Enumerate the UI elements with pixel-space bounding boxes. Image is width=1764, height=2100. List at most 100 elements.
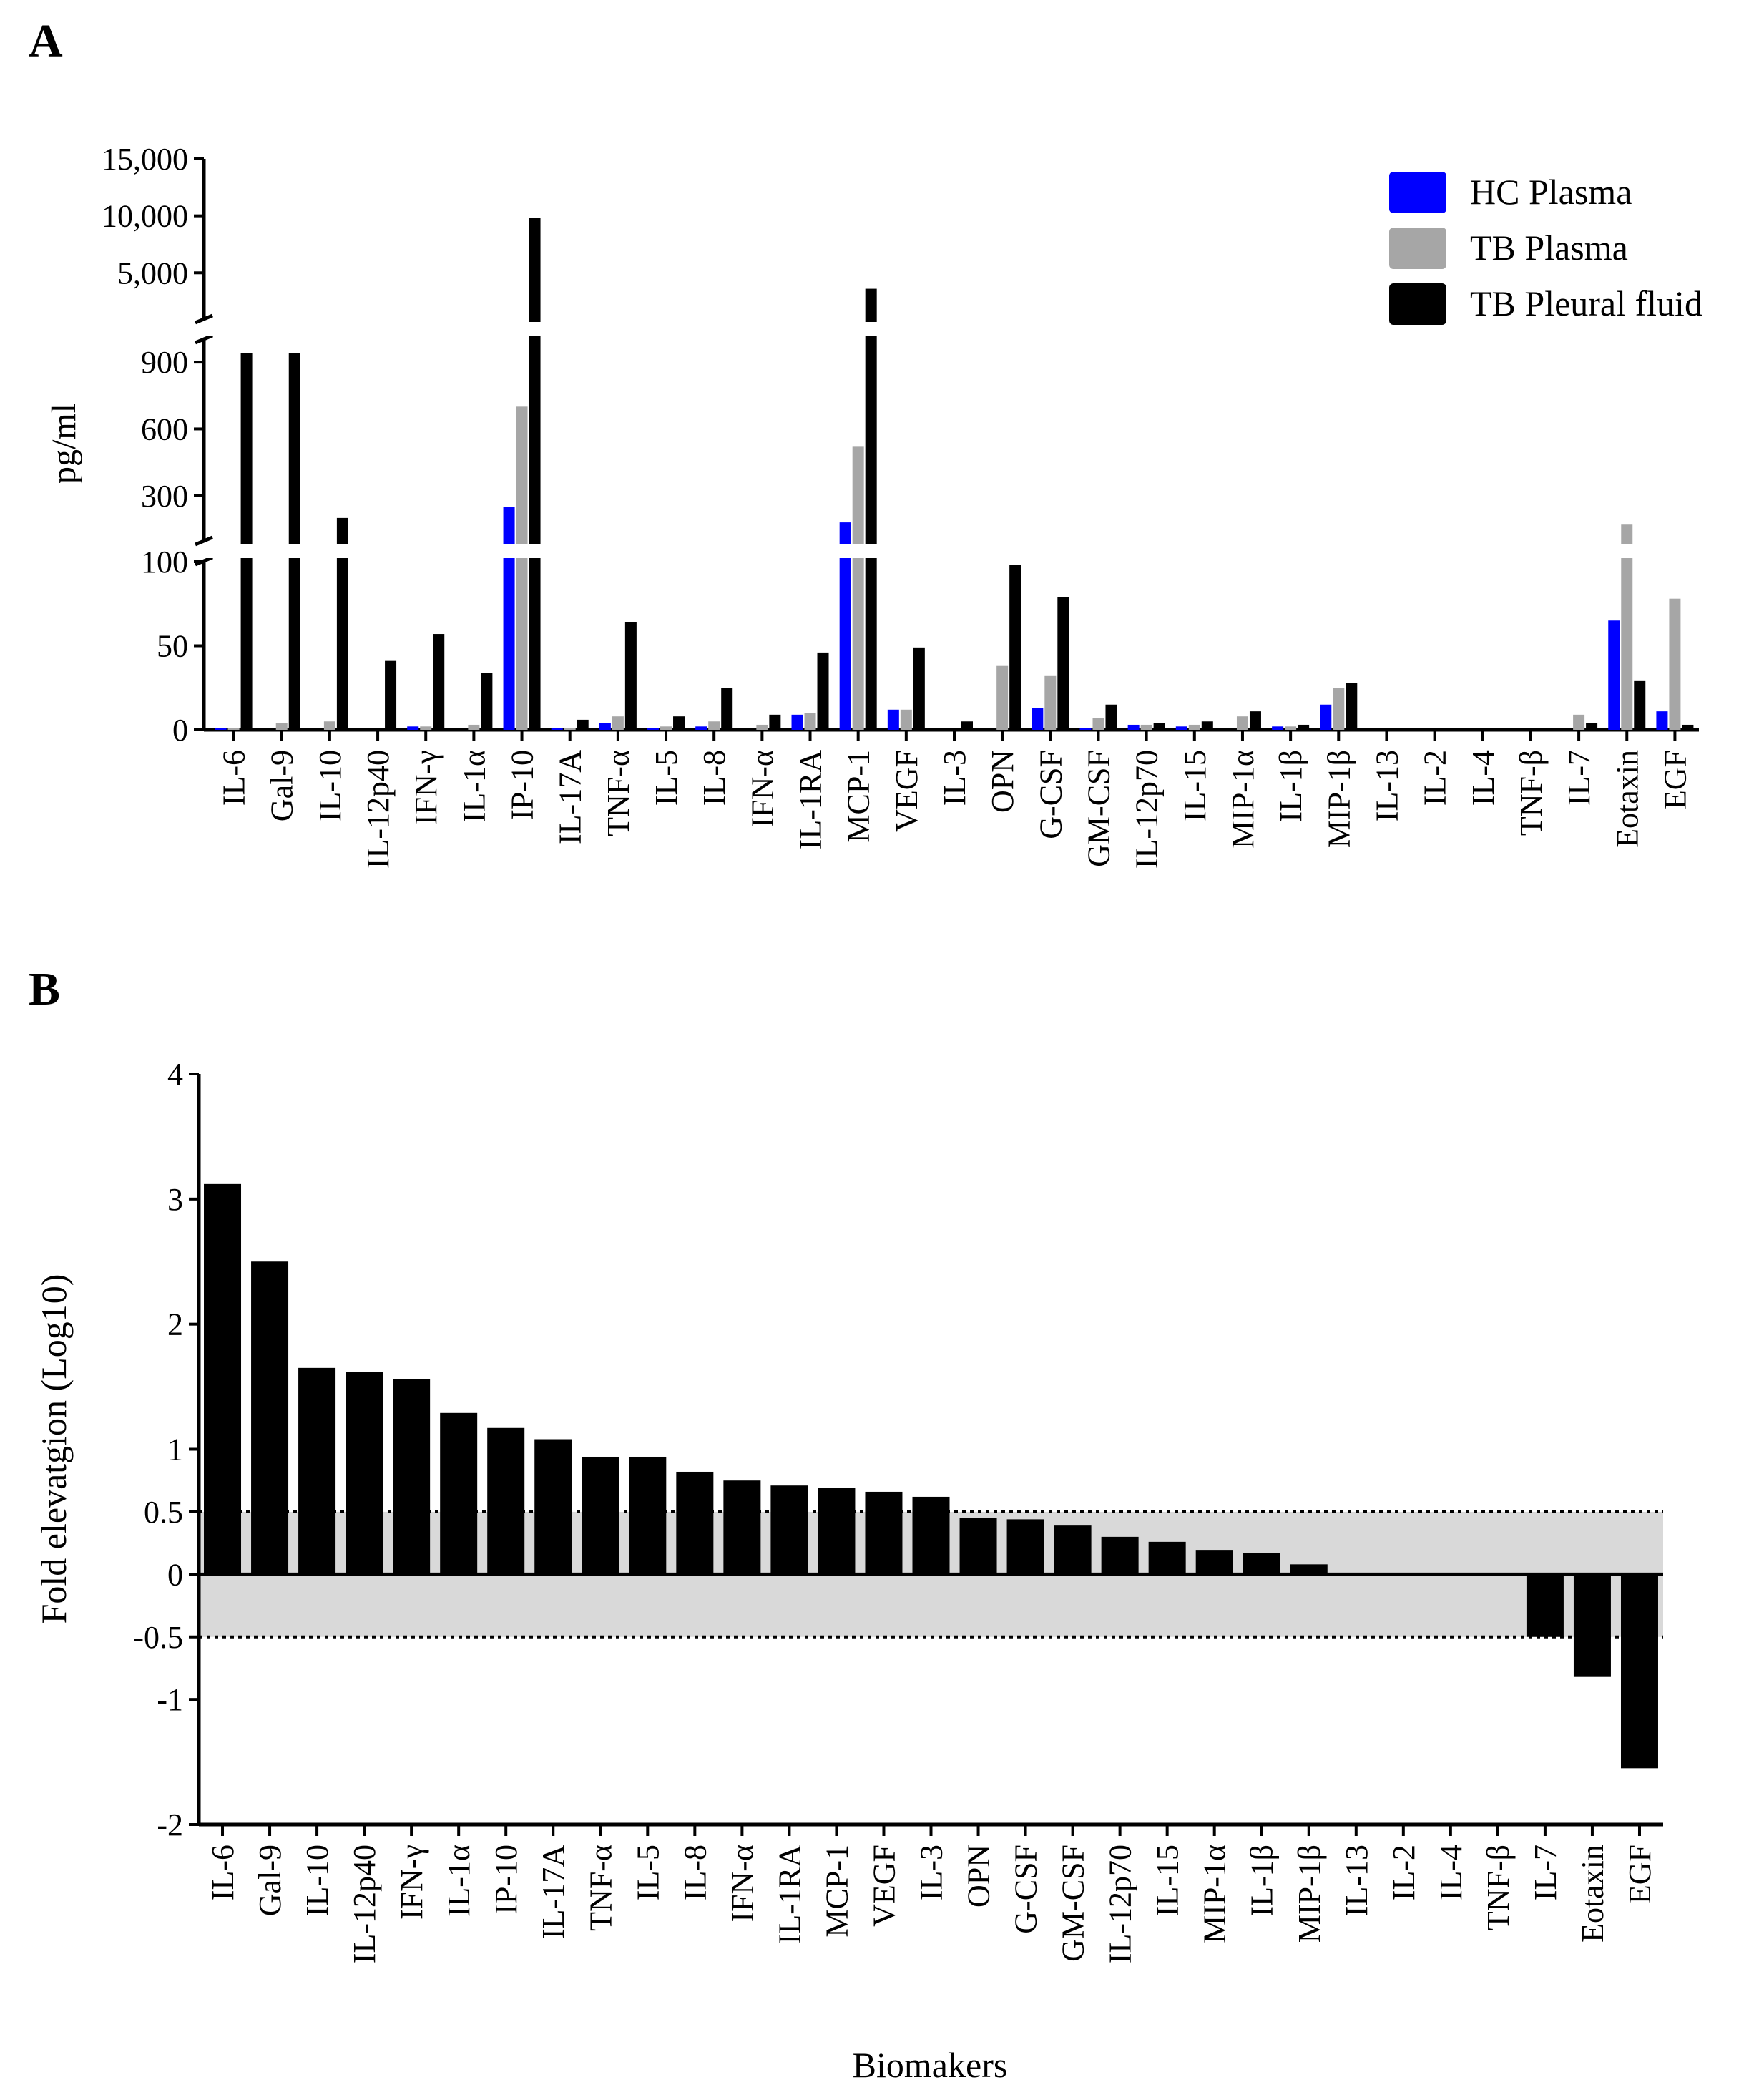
- x-tick-label: OPN: [961, 1845, 996, 1908]
- bar-tb-plasma-il-1ra: [804, 713, 816, 730]
- bar-il-1ra: [770, 1485, 808, 1575]
- y-tick-label: 2: [167, 1307, 183, 1342]
- bar-hc-plasma-mip-1: [1320, 704, 1332, 730]
- x-tick-label: MIP-1α: [1225, 750, 1260, 849]
- y-tick-label: -1: [157, 1682, 183, 1717]
- bar-tb-plasma-ip-10: [516, 406, 528, 730]
- bar-tb-plasma-tnf: [612, 716, 624, 730]
- legend-swatch-tb-plasma: [1389, 228, 1446, 269]
- bar-mip-1: [1195, 1550, 1233, 1575]
- bar-vegf: [865, 1491, 903, 1575]
- bar-tb-plasma-mip-1: [1333, 688, 1345, 730]
- bar-hc-plasma-il-5: [647, 728, 660, 730]
- x-tick-label: IP-10: [505, 750, 540, 820]
- x-tick-label: IL-10: [300, 1845, 335, 1916]
- x-tick-label: IL-12p70: [1103, 1845, 1138, 1963]
- bar-tb-pleural-fluid-opn: [1009, 565, 1021, 730]
- bar-tb-plasma-il-8: [708, 721, 720, 730]
- x-tick-label: IFN-α: [725, 1845, 760, 1923]
- bar-tb-pleural-fluid-tnf: [624, 622, 637, 730]
- y-axis-title: pg/ml: [45, 404, 83, 484]
- bar-il-8: [676, 1471, 714, 1575]
- bar-il-10: [298, 1367, 336, 1575]
- x-tick-label: IL-12p40: [347, 1845, 382, 1963]
- bar-tb-plasma-egf: [1669, 598, 1681, 730]
- bar-tb-pleural-fluid-il-8: [721, 688, 733, 730]
- bar-ifn: [393, 1379, 431, 1575]
- bar-hc-plasma-il-8: [695, 726, 707, 730]
- axis-break-mark: [195, 333, 213, 345]
- axis-break-mark: [195, 535, 213, 547]
- x-tick-label: TNF-α: [601, 750, 636, 836]
- x-tick-label: IL-8: [697, 750, 732, 806]
- x-tick-label: IFN-γ: [408, 750, 444, 825]
- legend-label-hc-plasma: HC Plasma: [1470, 172, 1632, 212]
- panel-b-letter: B: [29, 963, 61, 1015]
- bar-tb-pleural-fluid-il-10: [336, 517, 348, 730]
- bar-egf: [1620, 1574, 1658, 1769]
- bar-tb-plasma-gal-9: [275, 723, 288, 730]
- y-tick-label: 0: [167, 1557, 183, 1592]
- x-tick-label: GM-CSF: [1056, 1845, 1091, 1962]
- y-tick-label: 5,000: [117, 255, 188, 290]
- bar-tb-plasma-il-5: [660, 726, 672, 730]
- x-tick-label: IL-15: [1150, 1845, 1185, 1916]
- bar-hc-plasma-il-15: [1175, 726, 1187, 730]
- bar-il-7: [1526, 1574, 1564, 1637]
- x-tick-label: MIP-1β: [1321, 750, 1356, 848]
- x-tick-label: IL-17A: [536, 1845, 571, 1939]
- x-tick-label: IFN-γ: [394, 1845, 429, 1920]
- bar-tb-plasma-opn: [996, 665, 1009, 730]
- bar-hc-plasma-il-17a: [551, 728, 563, 730]
- bar-hc-plasma-g-csf: [1032, 708, 1044, 730]
- panel-a-letter: A: [29, 15, 63, 67]
- x-tick-label: EGF: [1657, 750, 1692, 809]
- x-tick-label: IL-13: [1369, 750, 1404, 821]
- bar-tb-plasma-g-csf: [1044, 675, 1057, 730]
- y-tick-label: 1: [167, 1432, 183, 1467]
- x-tick-label: IFN-α: [745, 750, 780, 828]
- x-tick-label: G-CSF: [1033, 750, 1068, 839]
- bar-tb-pleural-fluid-il-1ra: [817, 652, 829, 730]
- bar-il-1: [1243, 1553, 1280, 1575]
- bar-il-3: [912, 1496, 950, 1575]
- bar-g-csf: [1006, 1519, 1044, 1575]
- legend-label-tb-plasma: TB Plasma: [1470, 228, 1628, 268]
- x-tick-label: Eotaxin: [1575, 1845, 1610, 1943]
- bar-tb-pleural-fluid-mip-1: [1346, 683, 1358, 730]
- bar-tb-plasma-il-12p70: [1140, 724, 1152, 730]
- x-tick-label: IL-12p70: [1130, 750, 1165, 869]
- legend-label-tb-pleural-fluid: TB Pleural fluid: [1470, 283, 1702, 323]
- bar-tb-pleural-fluid-mcp-1: [865, 288, 877, 731]
- bar-tb-pleural-fluid-il-1: [1298, 724, 1310, 730]
- bar-hc-plasma-ip-10: [503, 507, 515, 730]
- x-tick-label: MCP-1: [841, 750, 876, 843]
- x-tick-label: IL-4: [1466, 750, 1501, 806]
- bar-hc-plasma-il-1ra: [791, 714, 803, 730]
- legend-swatch-hc-plasma: [1389, 172, 1446, 213]
- y-tick-label: 15,000: [102, 142, 188, 177]
- bar-il-1: [440, 1412, 478, 1575]
- bar-tb-plasma-il-10: [323, 721, 335, 730]
- bar-opn: [959, 1518, 997, 1575]
- bar-tb-plasma-il-15: [1188, 724, 1200, 730]
- bar-tb-pleural-fluid-eotaxin: [1634, 680, 1646, 730]
- x-tick-label: MCP-1: [819, 1845, 854, 1938]
- bar-tb-pleural-fluid-il-12p40: [385, 660, 397, 730]
- bar-tb-pleural-fluid-il-15: [1201, 721, 1213, 730]
- x-tick-label: IL-6: [205, 1845, 240, 1900]
- x-tick-label: IL-17A: [553, 750, 588, 844]
- bar-tb-plasma-gm-csf: [1092, 718, 1104, 730]
- bar-hc-plasma-il-6: [215, 728, 227, 730]
- bar-tb-plasma-il-1: [1285, 726, 1297, 730]
- bar-eotaxin: [1573, 1574, 1611, 1677]
- bar-tb-plasma-il-7: [1573, 714, 1585, 730]
- bar-il-17a: [534, 1439, 572, 1575]
- bar-tb-pleural-fluid-vegf: [913, 647, 925, 730]
- x-tick-label: MIP-1α: [1197, 1845, 1233, 1943]
- y-tick-label: -2: [157, 1807, 183, 1842]
- bar-il-5: [629, 1456, 667, 1575]
- bar-mip-1: [1290, 1564, 1328, 1575]
- bar-tb-pleural-fluid-g-csf: [1057, 597, 1069, 730]
- x-tick-label: TNF-β: [1481, 1845, 1516, 1930]
